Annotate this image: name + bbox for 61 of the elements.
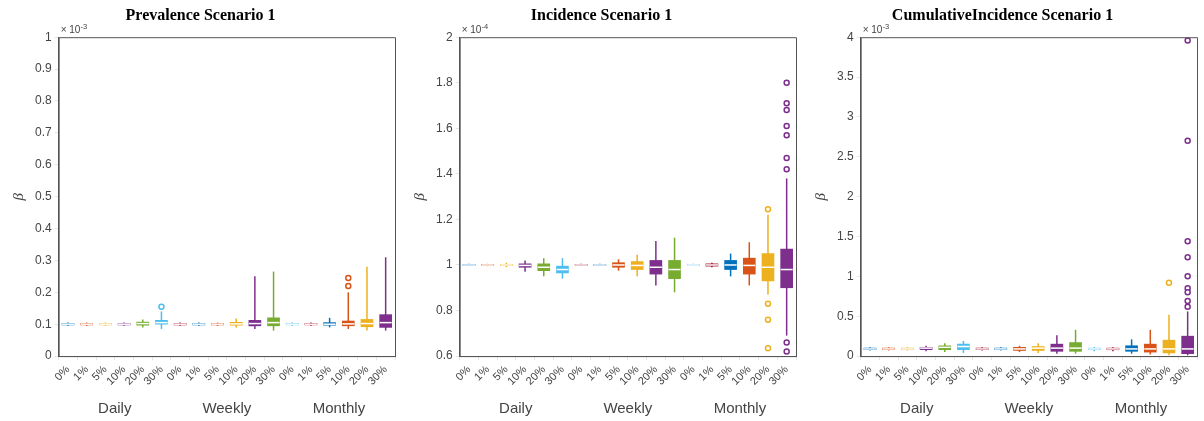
x-tick-label: 1% (984, 362, 1005, 383)
text: Daily (98, 399, 132, 416)
y-tick-label: 1.2 (435, 211, 453, 226)
y-axis-title: β (9, 192, 26, 202)
x-tick-label: 0% (564, 362, 585, 383)
x-tick-label: 0% (965, 362, 986, 383)
y-tick-label: 0.3 (34, 252, 52, 267)
y-tick-label: 2.5 (836, 149, 854, 164)
y-tick-label: 1 (846, 268, 854, 283)
y-tick-label: 3 (846, 109, 854, 124)
x-tick-label: 0% (163, 362, 184, 383)
chart-title: Prevalence Scenario 1 (125, 5, 276, 23)
x-tick-label: 1% (1096, 362, 1117, 383)
y-tick-label: 0.4 (34, 220, 52, 235)
text: Monthly (312, 399, 366, 416)
text: Monthly (713, 399, 767, 416)
x-tick-label: 0% (853, 362, 874, 383)
x-tick-label: 0% (51, 362, 72, 383)
x-tick-label: 1% (583, 362, 604, 383)
text: Weekly (603, 399, 653, 416)
x-tick-label: 1% (70, 362, 91, 383)
y-tick-label: 0.5 (836, 308, 854, 323)
y-tick-label: 0.9 (34, 61, 52, 76)
y-tick-label: 0.5 (34, 188, 52, 203)
y-tick-label: 0 (44, 348, 52, 363)
x-tick-label: 1% (872, 362, 893, 383)
y-tick-label: 0.7 (34, 125, 52, 140)
y-tick-label: 0.8 (34, 93, 52, 108)
y-axis-title: β (410, 192, 427, 202)
y-tick-label: 1.8 (435, 75, 453, 90)
y-tick-label: 1 (44, 29, 52, 44)
y-tick-label: 0.6 (34, 157, 52, 172)
x-tick-label: 1% (471, 362, 492, 383)
y-tick-label: 1.4 (435, 166, 453, 181)
text: Weekly (202, 399, 252, 416)
y-tick-label: 0.6 (435, 348, 453, 363)
y-tick-label: 1.5 (836, 228, 854, 243)
x-tick-label: 1% (294, 362, 315, 383)
x-tick-label: 0% (677, 362, 697, 383)
text: Monthly (1114, 399, 1168, 416)
x-tick-label: 0% (452, 362, 473, 383)
y-tick-label: 3.5 (836, 69, 854, 84)
y-tick-label: 1.6 (435, 120, 453, 135)
y-tick-label: 4 (846, 29, 854, 44)
y-tick-label: 0.8 (435, 302, 453, 317)
x-tick-label: 0% (1078, 362, 1098, 383)
y-tick-label: 0 (846, 348, 854, 363)
x-tick-label: 0% (276, 362, 296, 383)
y-tick-label: 1 (445, 257, 453, 272)
text: Weekly (1004, 399, 1054, 416)
x-tick-label: 1% (695, 362, 716, 383)
y-axis-title: β (811, 192, 828, 202)
chart-title: CumulativeIncidence Scenario 1 (891, 5, 1114, 23)
y-tick-label: 2 (445, 29, 453, 44)
y-tick-label: 0.2 (34, 284, 52, 299)
text: Daily (499, 399, 533, 416)
text: Daily (900, 399, 934, 416)
chart-title: Incidence Scenario 1 (530, 5, 673, 23)
y-tick-label: 0.1 (34, 316, 52, 331)
x-tick-label: 1% (182, 362, 203, 383)
y-tick-label: 2 (846, 188, 854, 203)
